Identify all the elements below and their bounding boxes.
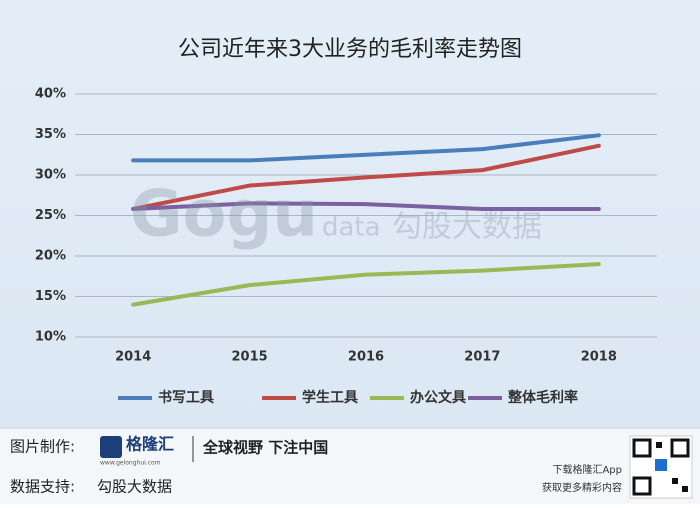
x-tick-label: 2015 bbox=[232, 350, 268, 365]
footer-made-by: 图片制作: bbox=[10, 438, 75, 456]
footer-logo: 格隆汇 bbox=[126, 435, 174, 454]
y-tick-label: 15% bbox=[35, 289, 66, 304]
x-tick-label: 2014 bbox=[115, 350, 151, 365]
legend-label: 学生工具 bbox=[302, 389, 358, 406]
y-tick-label: 35% bbox=[35, 127, 66, 142]
x-tick-label: 2016 bbox=[348, 350, 384, 365]
y-tick-label: 30% bbox=[35, 168, 66, 183]
y-tick-label: 10% bbox=[35, 330, 66, 345]
y-tick-label: 40% bbox=[35, 87, 66, 102]
series-line bbox=[131, 262, 601, 307]
legend-label: 办公文具 bbox=[410, 389, 466, 406]
footer-data-by: 数据支持: bbox=[10, 478, 75, 496]
logo-icon bbox=[100, 436, 122, 458]
chart-title: 公司近年来3大业务的毛利率走势图 bbox=[178, 37, 522, 62]
legend-label: 书写工具 bbox=[158, 389, 214, 406]
series-line bbox=[131, 143, 601, 212]
footer-slogan: 全球视野 下注中国 bbox=[202, 439, 328, 457]
footer-app-line1: 下载格隆汇App bbox=[552, 463, 622, 476]
watermark-data: data bbox=[322, 213, 381, 243]
x-tick-label: 2017 bbox=[464, 350, 500, 365]
qr-center bbox=[655, 459, 667, 471]
series-line bbox=[131, 133, 601, 163]
x-tick-label: 2018 bbox=[581, 350, 617, 365]
watermark: Gogu data 勾股大数据 bbox=[130, 178, 542, 252]
qr-corner bbox=[670, 438, 690, 458]
footer-data-source: 勾股大数据 bbox=[97, 478, 172, 496]
qr-corner bbox=[632, 476, 652, 496]
watermark-text: 勾股大数据 bbox=[392, 210, 542, 245]
y-tick-label: 25% bbox=[35, 208, 66, 223]
qr-corner bbox=[632, 438, 652, 458]
watermark-logo: Gogu bbox=[130, 178, 318, 252]
footer-logo-url: www.gelonghui.com bbox=[100, 460, 161, 467]
series-line bbox=[131, 201, 601, 212]
legend-label: 整体毛利率 bbox=[507, 389, 578, 406]
qr-code bbox=[629, 435, 693, 499]
y-tick-label: 20% bbox=[35, 249, 66, 264]
qr-dot bbox=[682, 486, 688, 492]
qr-dot bbox=[656, 442, 662, 448]
footer-app-line2: 获取更多精彩内容 bbox=[542, 481, 622, 494]
chart-background bbox=[0, 0, 700, 428]
qr-dot bbox=[672, 478, 678, 484]
